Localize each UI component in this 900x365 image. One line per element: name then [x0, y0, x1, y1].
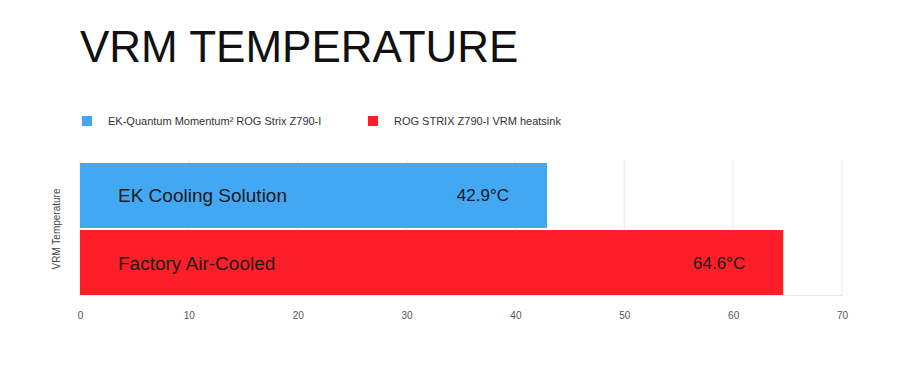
bar — [80, 163, 547, 228]
x-tick-label: 10 — [184, 310, 196, 321]
x-tick: 60 — [728, 295, 740, 321]
x-tick: 40 — [510, 295, 522, 321]
x-tick-label: 50 — [619, 310, 631, 321]
x-tick-label: 20 — [293, 310, 305, 321]
data-label: 42.9°C — [457, 186, 509, 205]
legend: EK-Quantum Momentum² ROG Strix Z790-I ROG… — [82, 115, 561, 127]
legend-swatch — [368, 116, 378, 126]
data-label: 64.6°C — [693, 254, 745, 273]
chart-container: VRM TEMPERATURE EK-Quantum Momentum² ROG … — [0, 0, 900, 365]
x-tick: 20 — [293, 295, 305, 321]
x-tick: 70 — [837, 295, 849, 321]
bar — [80, 230, 783, 295]
x-tick: 50 — [619, 295, 631, 321]
x-tick-label: 0 — [78, 310, 84, 321]
category-label: Factory Air-Cooled — [118, 253, 275, 274]
x-tick: 30 — [402, 295, 414, 321]
x-tick-label: 60 — [728, 310, 740, 321]
chart-title: VRM TEMPERATURE — [80, 22, 518, 71]
bars — [80, 163, 783, 295]
grid-line — [842, 160, 843, 295]
legend-label: EK-Quantum Momentum² ROG Strix Z790-I — [108, 115, 321, 127]
x-axis: 0 10 20 30 40 50 60 70 — [78, 295, 849, 321]
x-tick: 0 — [78, 295, 84, 321]
legend-item: ROG STRIX Z790-I VRM heatsink — [368, 115, 561, 127]
legend-swatch — [82, 116, 92, 126]
data-labels: 42.9°C 64.6°C — [457, 186, 745, 272]
category-label: EK Cooling Solution — [118, 185, 287, 206]
y-axis-title: VRM Temperature — [51, 188, 62, 269]
chart-svg: VRM TEMPERATURE EK-Quantum Momentum² ROG … — [0, 0, 900, 365]
category-labels: EK Cooling Solution Factory Air-Cooled — [118, 185, 287, 273]
x-tick-label: 30 — [402, 310, 414, 321]
grid — [80, 160, 842, 295]
legend-label: ROG STRIX Z790-I VRM heatsink — [394, 115, 561, 127]
x-axis-line — [81, 295, 843, 296]
x-tick-label: 40 — [510, 310, 522, 321]
x-tick: 10 — [184, 295, 196, 321]
x-tick-label: 70 — [837, 310, 849, 321]
legend-item: EK-Quantum Momentum² ROG Strix Z790-I — [82, 115, 321, 127]
